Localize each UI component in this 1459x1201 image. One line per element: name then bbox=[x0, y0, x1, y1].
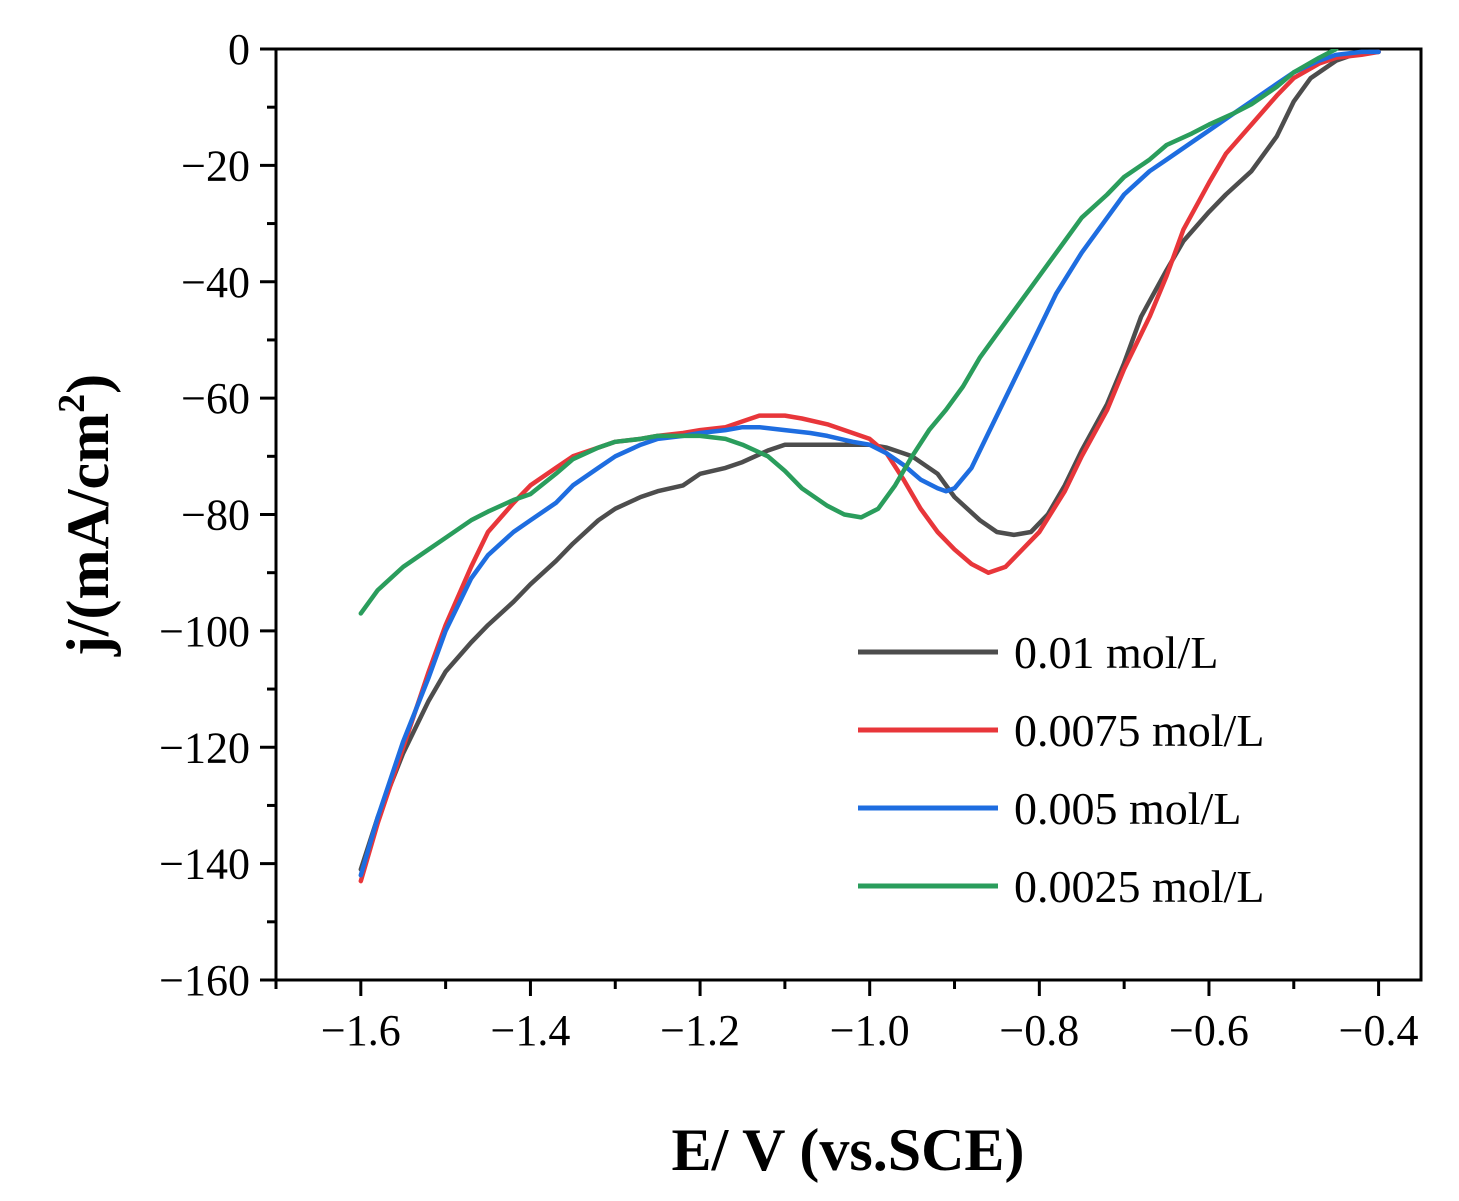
y-axis-title-superscript: 2 bbox=[51, 394, 93, 413]
series-lines bbox=[358, 49, 1381, 884]
legend-label: 0.0025 mol/L bbox=[1014, 861, 1264, 912]
y-tick-label: −40 bbox=[181, 258, 250, 307]
series-line bbox=[358, 49, 1381, 878]
x-tick-label: −1.6 bbox=[321, 1006, 401, 1055]
legend-label: 0.005 mol/L bbox=[1014, 783, 1241, 834]
series-line bbox=[358, 49, 1381, 884]
y-axis-title-close: ) bbox=[55, 374, 121, 394]
y-axis-title-main: j/(mA/cm bbox=[55, 413, 121, 657]
y-axis-title: j/(mA/cm2) bbox=[51, 374, 121, 657]
series-line bbox=[358, 49, 1381, 872]
y-tick-label: −80 bbox=[181, 491, 250, 540]
x-tick-label: −0.6 bbox=[1169, 1006, 1249, 1055]
y-tick-label: −100 bbox=[159, 607, 250, 656]
y-tick-label: −120 bbox=[159, 723, 250, 772]
x-axis-ticks: −1.6 −1.4 −1.2 −1.0 −0.8 −0.6 −0.4 bbox=[274, 980, 1419, 1055]
x-tick-label: −0.8 bbox=[999, 1006, 1079, 1055]
y-tick-label: 0 bbox=[228, 25, 250, 74]
y-tick-label: −20 bbox=[181, 141, 250, 190]
x-axis-title: E/ V (vs.SCE) bbox=[672, 1117, 1025, 1183]
legend-label: 0.0075 mol/L bbox=[1014, 705, 1264, 756]
legend-label: 0.01 mol/L bbox=[1014, 627, 1218, 678]
y-tick-label: −140 bbox=[159, 840, 250, 889]
legend: 0.01 mol/L 0.0075 mol/L 0.005 mol/L 0.0025 … bbox=[858, 627, 1264, 912]
x-tick-label: −1.2 bbox=[660, 1006, 740, 1055]
series-line bbox=[358, 49, 1339, 616]
y-axis-ticks: 0 −20 −40 −60 −80 −100 −120 −140 −160 bbox=[159, 25, 276, 1005]
y-tick-label: −60 bbox=[181, 374, 250, 423]
x-tick-label: −1.0 bbox=[830, 1006, 910, 1055]
y-tick-label: −160 bbox=[159, 956, 250, 1005]
x-tick-label: −0.4 bbox=[1339, 1006, 1419, 1055]
x-tick-label: −1.4 bbox=[491, 1006, 571, 1055]
